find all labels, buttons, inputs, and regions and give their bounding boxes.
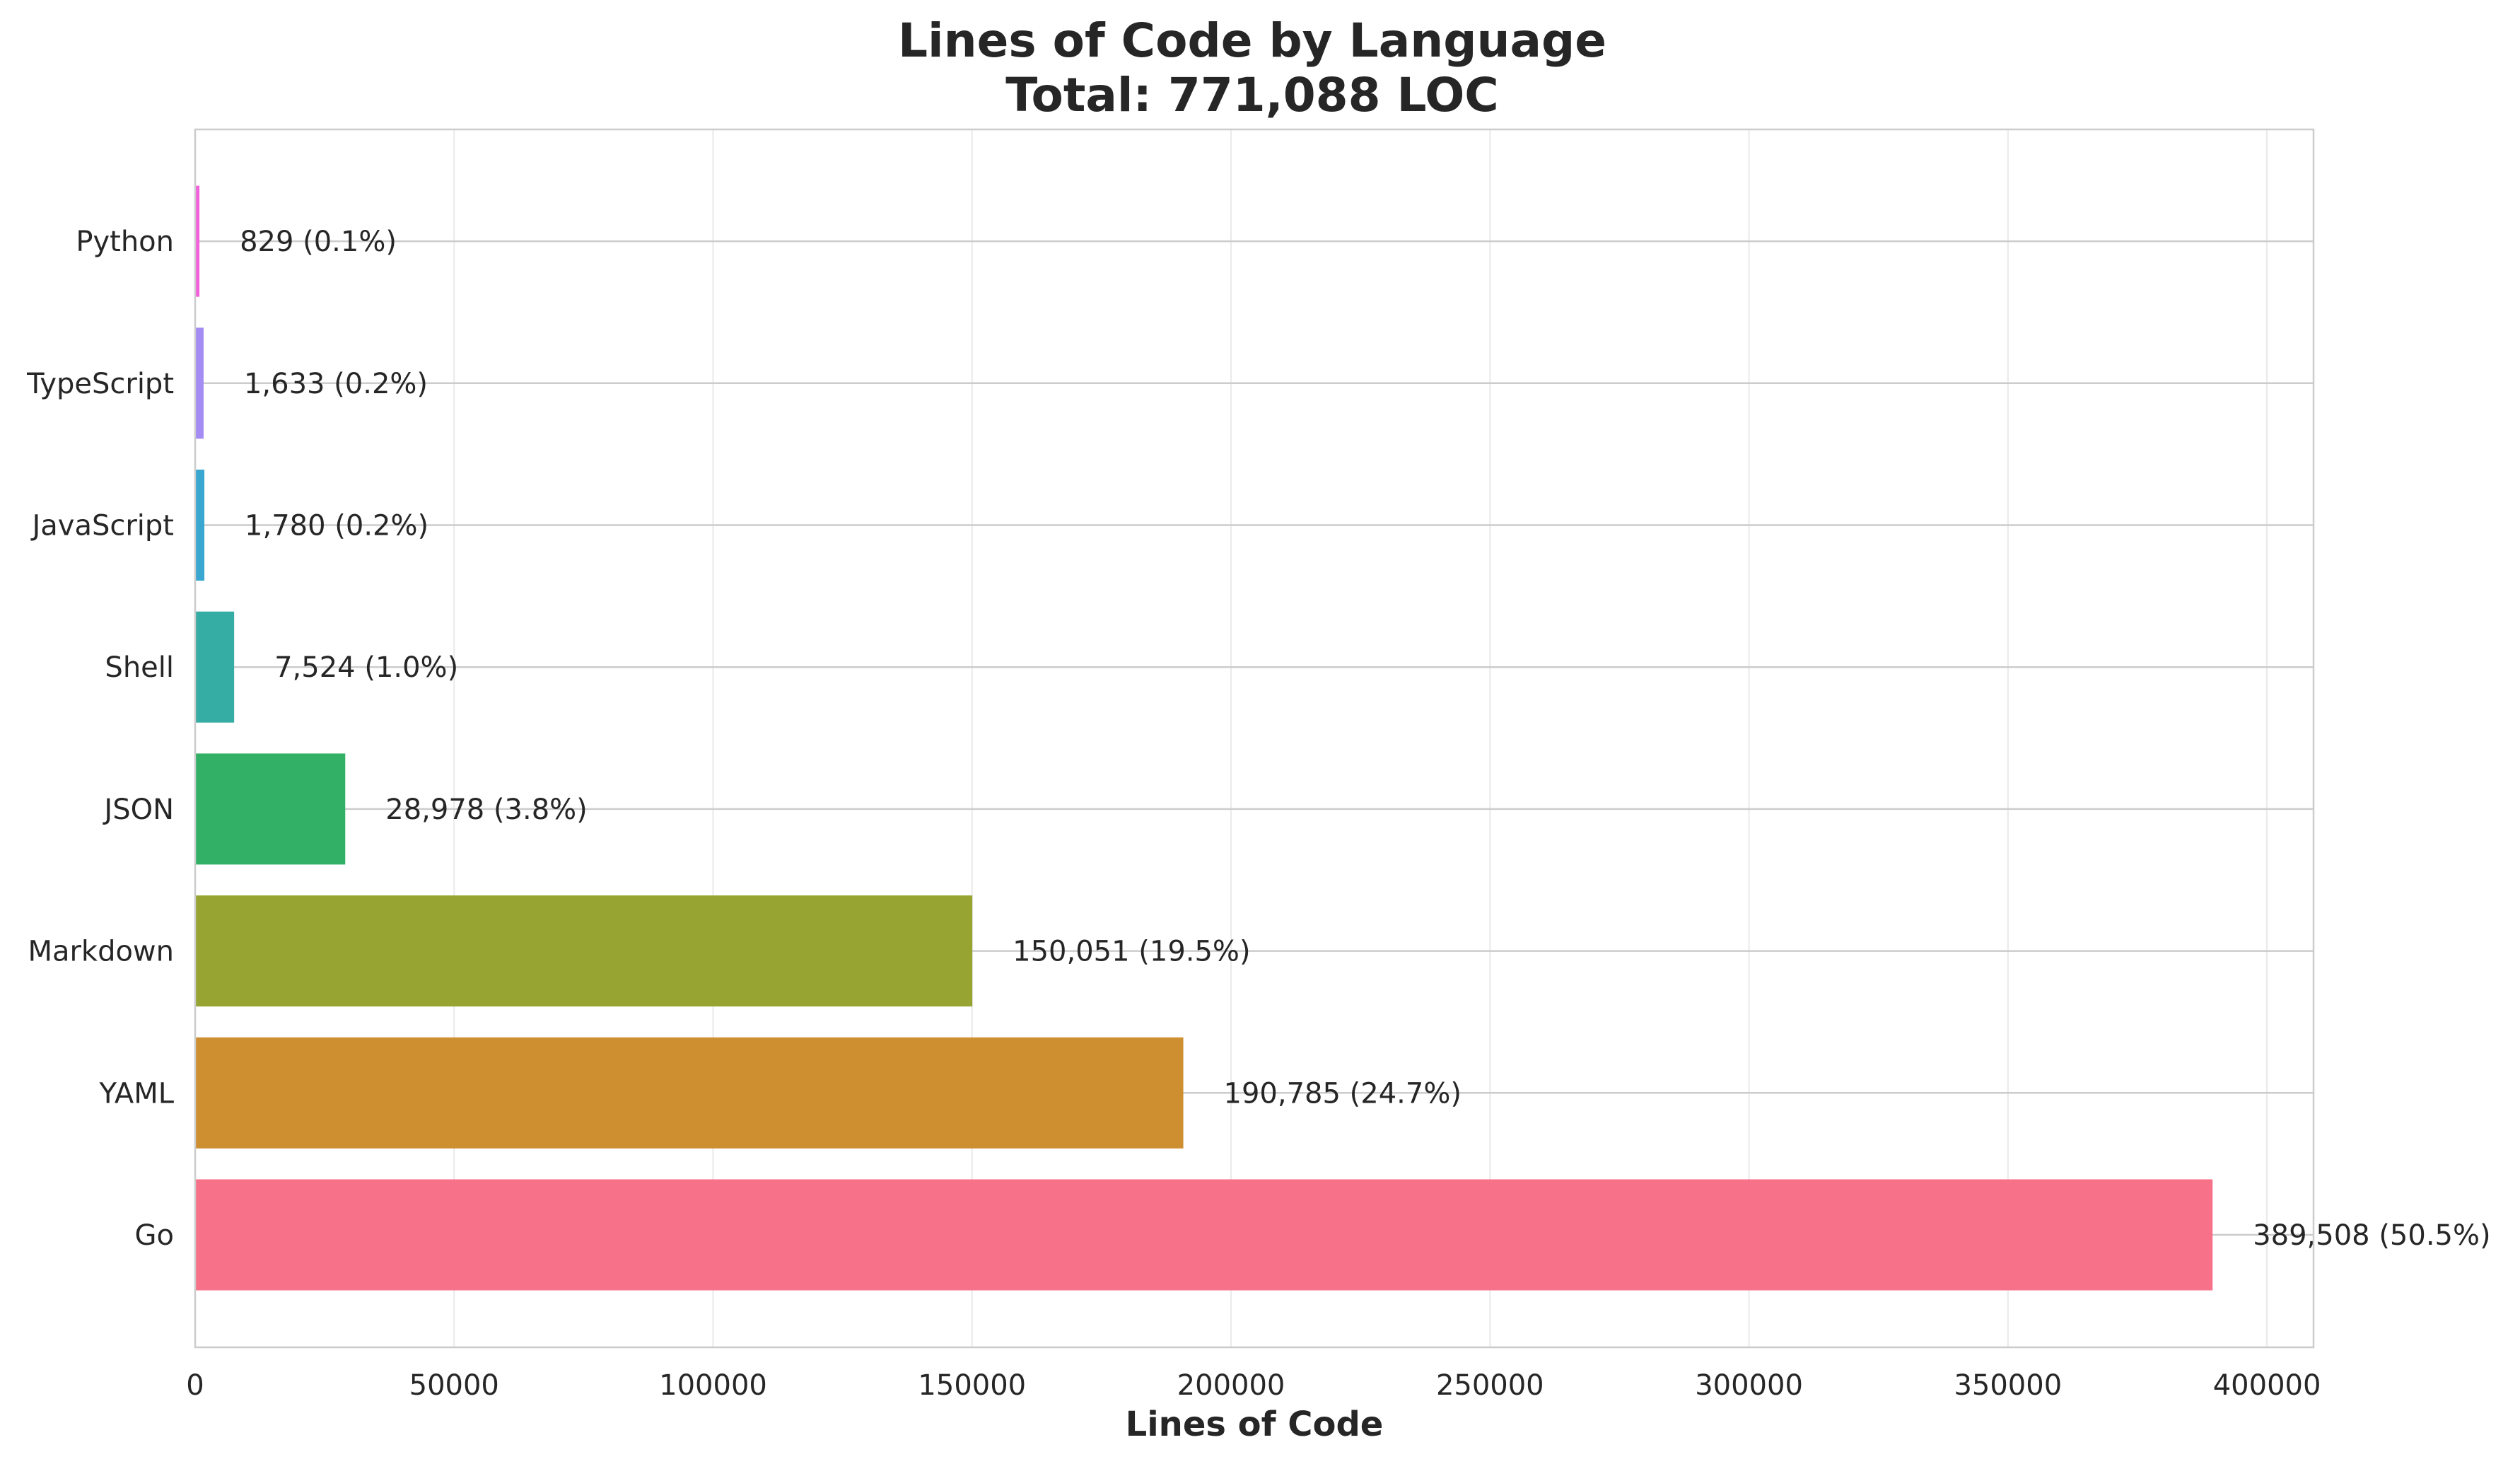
x-tick-label: 200000	[1177, 1369, 1285, 1402]
y-tick-label-shell: Shell	[105, 651, 174, 684]
x-tick-label: 350000	[1954, 1369, 2062, 1402]
x-tick-label: 0	[186, 1369, 204, 1402]
data-label-go: 389,508 (50.5%)	[2253, 1219, 2490, 1252]
data-label-shell: 7,524 (1.0%)	[274, 651, 458, 684]
x-axis-tick-labels: 0 50000 100000 150000 200000 250000 300000 3500…	[186, 1369, 2321, 1402]
x-tick-label: 150000	[918, 1369, 1026, 1402]
y-tick-label-javascript: JavaScript	[30, 510, 174, 542]
x-tick-label: 50000	[409, 1369, 499, 1402]
bar-shell	[195, 611, 235, 723]
y-tick-label-json: JSON	[102, 794, 174, 826]
data-label-javascript: 1,780 (0.2%)	[245, 510, 428, 542]
y-tick-label-markdown: Markdown	[28, 936, 174, 968]
data-label-json: 28,978 (3.8%)	[385, 794, 588, 826]
bars	[195, 185, 2213, 1291]
data-labels: 389,508 (50.5%) 190,785 (24.7%) 150,051 (1…	[240, 226, 2491, 1252]
bar-python	[195, 185, 200, 297]
y-tick-label-python: Python	[76, 226, 174, 258]
bar-markdown	[195, 895, 973, 1007]
data-label-yaml: 190,785 (24.7%)	[1224, 1077, 1462, 1110]
chart-title: Lines of Code by Language	[898, 13, 1606, 68]
x-tick-label: 250000	[1436, 1369, 1544, 1402]
x-tick-label: 300000	[1695, 1369, 1803, 1402]
bar-typescript	[195, 327, 204, 439]
y-tick-label-yaml: YAML	[99, 1077, 175, 1110]
x-axis-label: Lines of Code	[1126, 1405, 1384, 1444]
y-axis-tick-labels: Go YAML Markdown JSON Shell JavaScript TypeScr…	[26, 226, 175, 1252]
chart-subtitle: Total: 771,088 LOC	[1005, 68, 1499, 122]
data-label-typescript: 1,633 (0.2%)	[244, 368, 428, 400]
data-label-python: 829 (0.1%)	[240, 226, 397, 258]
bar-javascript	[195, 470, 205, 581]
plot-area-frame	[194, 128, 2315, 1349]
data-label-markdown: 150,051 (19.5%)	[1013, 936, 1250, 968]
bar-yaml	[195, 1037, 1184, 1149]
bar-go	[195, 1179, 2213, 1291]
x-tick-label: 400000	[2213, 1369, 2321, 1402]
y-tick-label-go: Go	[135, 1219, 174, 1252]
bar-json	[195, 753, 346, 865]
y-tick-label-typescript: TypeScript	[26, 368, 174, 400]
x-tick-label: 100000	[659, 1369, 767, 1402]
